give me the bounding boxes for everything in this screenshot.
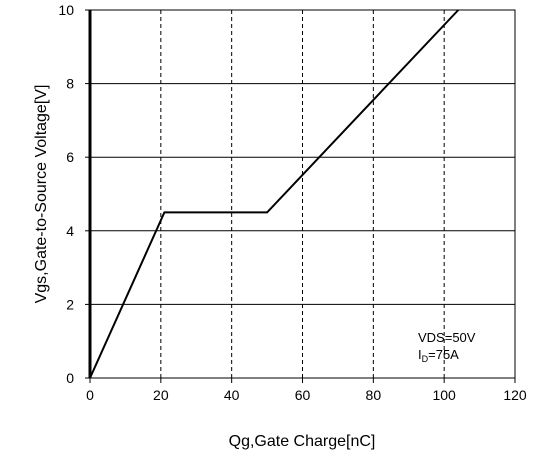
y-tick-label: 4 <box>66 223 74 239</box>
axis-layer <box>85 9 516 383</box>
x-tick-label: 0 <box>86 387 94 403</box>
y-tick-label: 10 <box>58 2 74 18</box>
x-axis-title: Qg,Gate Charge[nC] <box>229 433 376 450</box>
series-layer <box>89 9 460 379</box>
y-tick-label: 2 <box>66 296 74 312</box>
series-line-vgs-vs-qg <box>89 9 460 379</box>
y-tick-label: 0 <box>66 370 74 386</box>
annotation-id-subscript: D <box>422 354 429 364</box>
annotation-id: ID=75A <box>418 347 459 364</box>
annotation-vds: VDS=50V <box>418 330 476 345</box>
x-tick-label: 40 <box>224 387 240 403</box>
annotation-id-main: I <box>418 347 422 362</box>
tick-label-layer: 0 20 40 60 80 100 120 0 2 4 6 8 10 <box>58 2 526 403</box>
annotation-id-rest: =75A <box>428 347 459 362</box>
x-tick-label: 120 <box>503 387 527 403</box>
x-tick-label: 80 <box>366 387 382 403</box>
x-tick-label: 20 <box>153 387 169 403</box>
x-tick-label: 100 <box>432 387 456 403</box>
x-tick-label: 60 <box>295 387 311 403</box>
y-tick-label: 8 <box>66 76 74 92</box>
grid-layer <box>90 10 515 378</box>
y-axis-title: Vgs,Gate-to-Source Voltage[V] <box>33 85 50 304</box>
y-tick-label: 6 <box>66 149 74 165</box>
